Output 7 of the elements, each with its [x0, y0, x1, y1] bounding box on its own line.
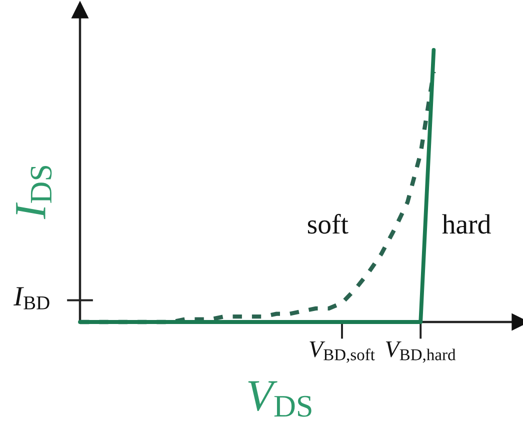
x-tick-label: V$_{BD,hard}$	[386, 341, 456, 363]
x-axis-title: V$_{DS}$	[248, 381, 312, 417]
series-label: soft	[308, 214, 348, 234]
x-tick-label: V$_{BD,soft}$	[310, 341, 375, 363]
y-axis-title: I$_{DS}$	[16, 166, 52, 220]
series-label: hard	[442, 214, 491, 234]
ref-line-label: I$_{BD}$	[14, 287, 50, 310]
